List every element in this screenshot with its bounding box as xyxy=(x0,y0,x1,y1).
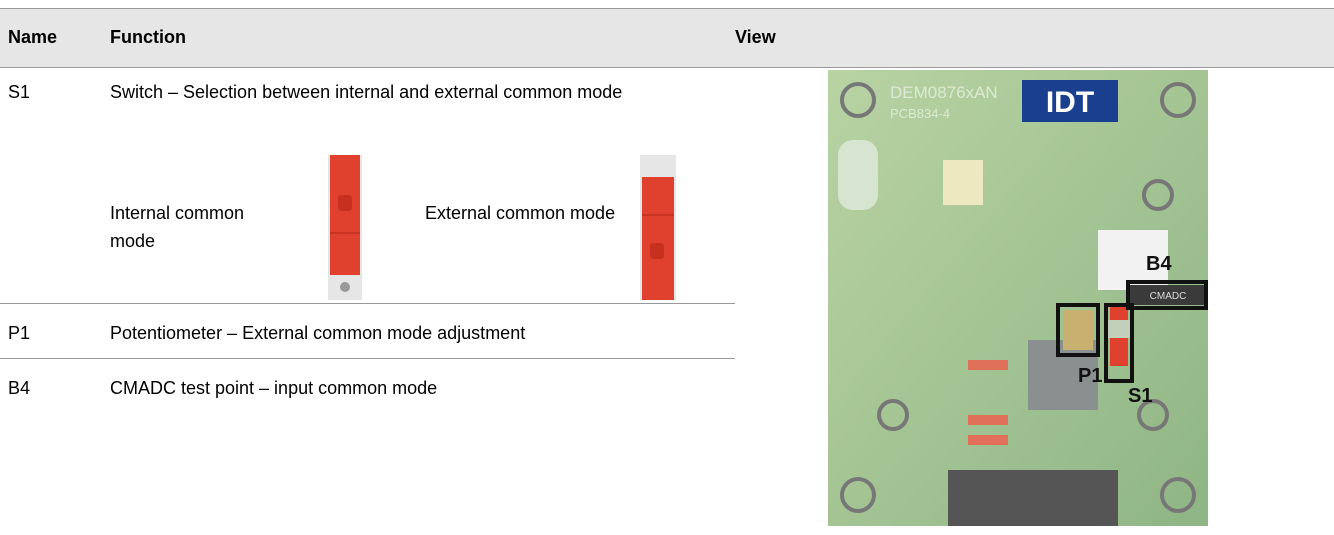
row-function: Switch – Selection between internal and … xyxy=(110,82,623,102)
board-label: DEM0876xAN xyxy=(890,83,998,102)
header-cell: Name xyxy=(8,27,58,47)
row-function: CMADC test point – input common mode xyxy=(110,378,438,398)
callout: S1 xyxy=(1128,385,1152,407)
row-name: P1 xyxy=(8,323,31,343)
silkscreen-label: CMADC xyxy=(1150,291,1187,302)
row-divider xyxy=(0,303,735,304)
logo: IDT xyxy=(1046,86,1094,119)
board-photo: DEM0876xAN PCB834-4 IDT CMADC B4 P1 S1 xyxy=(828,70,1208,526)
row-divider xyxy=(0,358,735,359)
option-label: Internal common mode xyxy=(110,203,245,251)
row-function: Potentiometer – External common mode adj… xyxy=(110,323,526,343)
row-name: S1 xyxy=(8,82,31,102)
callout: B4 xyxy=(1146,253,1172,275)
option-label: External common mode xyxy=(425,203,616,223)
switch-internal xyxy=(328,155,362,300)
header-cell: View xyxy=(735,27,776,47)
pcb-label: PCB834-4 xyxy=(890,106,950,121)
callout: P1 xyxy=(1078,365,1102,387)
switch-external xyxy=(640,155,676,300)
header-cell: Function xyxy=(110,27,186,47)
row-name: B4 xyxy=(8,378,31,398)
table-header xyxy=(0,8,1334,68)
